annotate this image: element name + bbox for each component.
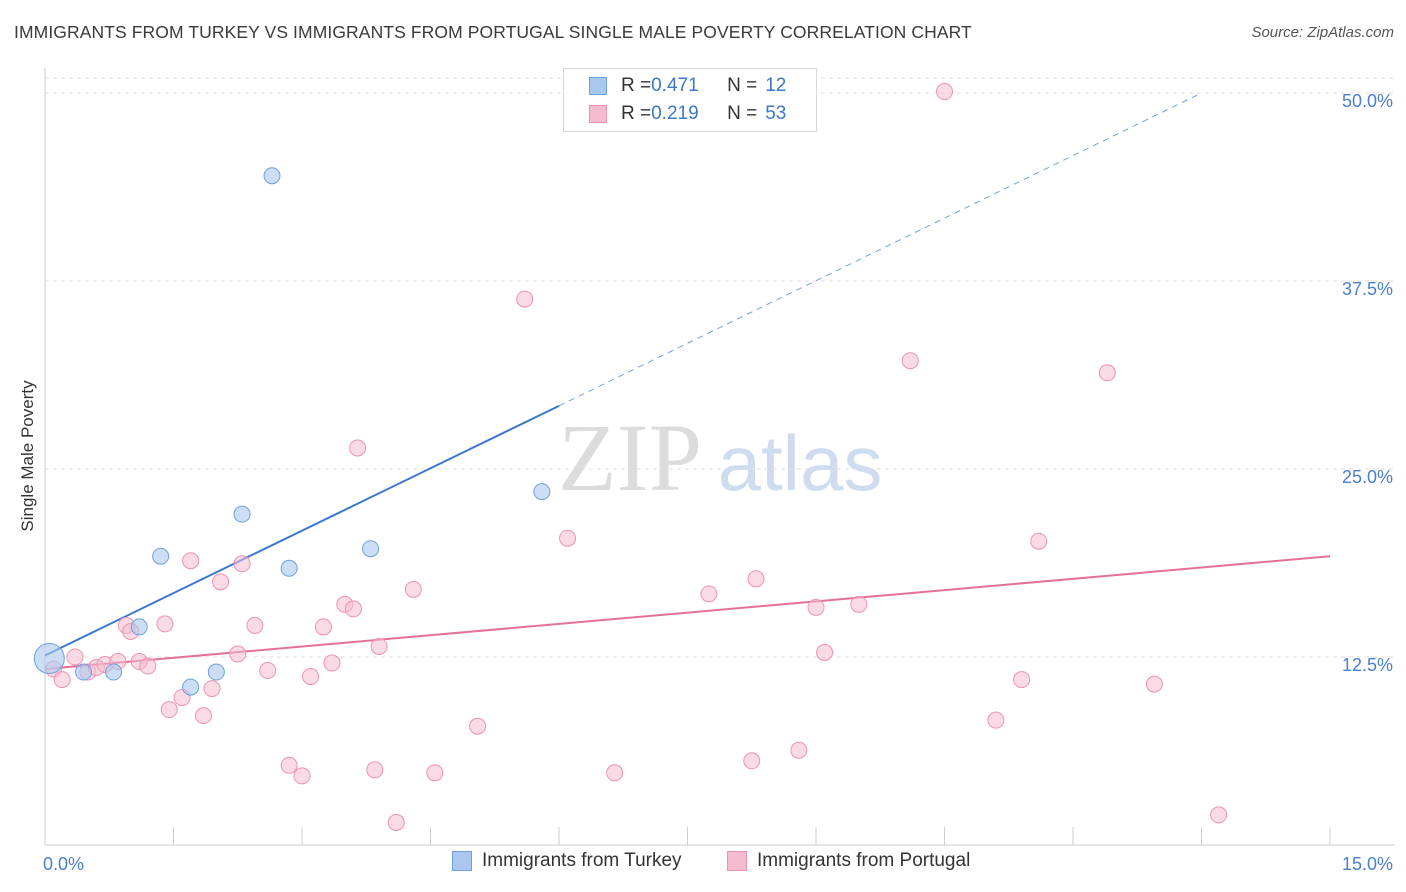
portugal-point-35 <box>469 717 487 735</box>
portugal-point-16 <box>203 680 221 698</box>
portugal-point-42 <box>790 741 808 759</box>
turkey-point-0 <box>33 643 65 675</box>
turkey-point-7 <box>233 505 251 523</box>
trend-lines <box>44 92 1331 671</box>
portugal-point-44 <box>816 643 834 661</box>
portugal-n-value: 53 <box>765 103 787 124</box>
portugal-point-43 <box>807 598 825 616</box>
turkey-point-6 <box>207 663 225 681</box>
turkey-trend-extension <box>558 92 1202 407</box>
x-tick-label-1: 15.0% <box>1342 854 1393 874</box>
portugal-point-32 <box>387 813 405 831</box>
portugal-point-45 <box>850 595 868 613</box>
portugal-point-38 <box>606 764 624 782</box>
portugal-point-53 <box>1210 806 1228 824</box>
y-axis-label: Single Male Poverty <box>18 380 37 532</box>
portugal-point-40 <box>743 752 761 770</box>
turkey-n-value: 12 <box>765 75 787 96</box>
portugal-point-30 <box>366 761 384 779</box>
portugal-point-2 <box>66 648 84 666</box>
axes <box>44 68 1395 846</box>
portugal-r-label: R = <box>621 103 652 124</box>
turkey-swatch <box>589 77 607 95</box>
portugal-r-value: 0.219 <box>651 103 699 124</box>
turkey-r-value: 0.471 <box>651 75 699 96</box>
portugal-point-15 <box>194 707 212 725</box>
turkey-point-2 <box>105 663 123 681</box>
legend-item-turkey[interactable]: Immigrants from Turkey <box>452 850 682 872</box>
portugal-point-39 <box>700 585 718 603</box>
portugal-point-18 <box>229 645 247 663</box>
portugal-legend-label: Immigrants from Portugal <box>757 850 971 871</box>
portugal-legend-swatch <box>727 851 747 871</box>
source-label: Source: ZipAtlas.com <box>1251 24 1394 41</box>
portugal-point-22 <box>280 756 298 774</box>
correlation-legend: R = 0.471 N = 12 R = 0.219 N = 53 <box>563 68 817 132</box>
x-tick-label-0: 0.0% <box>43 854 84 874</box>
portugal-swatch <box>589 105 607 123</box>
data-points <box>33 83 1228 831</box>
legend-row-portugal: R = 0.219 N = 53 <box>564 100 786 128</box>
portugal-point-24 <box>302 668 320 686</box>
turkey-point-5 <box>182 678 200 696</box>
portugal-point-37 <box>559 529 577 547</box>
y-tick-label-2: 37.5% <box>1342 279 1393 299</box>
portugal-point-26 <box>323 654 341 672</box>
portugal-point-25 <box>314 618 332 636</box>
portugal-point-19 <box>233 555 251 573</box>
portugal-point-28 <box>344 600 362 618</box>
portugal-point-14 <box>182 552 200 570</box>
portugal-point-52 <box>1145 675 1163 693</box>
portugal-point-41 <box>747 570 765 588</box>
y-tick-label-3: 50.0% <box>1342 91 1393 111</box>
portugal-point-49 <box>1013 671 1031 689</box>
portugal-point-50 <box>1030 532 1048 550</box>
portugal-point-34 <box>426 764 444 782</box>
portugal-trend-line <box>44 555 1331 671</box>
turkey-point-9 <box>280 559 298 577</box>
portugal-point-12 <box>160 701 178 719</box>
portugal-point-17 <box>212 573 230 591</box>
portugal-n-label: N = <box>727 103 758 124</box>
series-legend: Immigrants from Turkey Immigrants from P… <box>0 850 1406 880</box>
portugal-point-29 <box>349 439 367 457</box>
turkey-legend-label: Immigrants from Turkey <box>482 850 682 871</box>
portugal-point-10 <box>139 657 157 675</box>
portugal-point-21 <box>259 662 277 680</box>
portugal-point-48 <box>987 711 1005 729</box>
turkey-n-label: N = <box>727 75 758 96</box>
turkey-point-10 <box>362 540 380 558</box>
portugal-point-1 <box>53 671 71 689</box>
portugal-point-47 <box>936 83 953 101</box>
portugal-point-33 <box>404 580 422 598</box>
legend-item-portugal[interactable]: Immigrants from Portugal <box>727 850 970 872</box>
legend-row-turkey: R = 0.471 N = 12 <box>564 72 786 100</box>
chart-title: IMMIGRANTS FROM TURKEY VS IMMIGRANTS FRO… <box>14 22 972 42</box>
turkey-point-3 <box>130 618 148 636</box>
turkey-legend-swatch <box>452 851 472 871</box>
portugal-point-31 <box>370 637 388 655</box>
axis-labels: 12.5% 25.0% 37.5% 50.0% 0.0% 15.0% Single Male… <box>18 91 1393 874</box>
portugal-point-36 <box>516 290 534 308</box>
turkey-point-11 <box>533 483 551 501</box>
watermark-atlas: atlas <box>718 419 883 507</box>
y-tick-label-1: 25.0% <box>1342 467 1393 487</box>
watermark-zip: ZIP <box>558 404 702 511</box>
portugal-point-11 <box>156 615 174 633</box>
turkey-trend-line <box>44 404 560 657</box>
portugal-point-51 <box>1098 364 1116 382</box>
portugal-point-23 <box>293 767 311 785</box>
turkey-point-1 <box>75 663 93 681</box>
turkey-point-4 <box>152 547 170 565</box>
turkey-r-label: R = <box>621 75 652 96</box>
turkey-point-8 <box>263 167 281 185</box>
y-tick-label-0: 12.5% <box>1342 655 1393 675</box>
portugal-point-20 <box>246 616 264 634</box>
portugal-point-46 <box>901 352 919 370</box>
